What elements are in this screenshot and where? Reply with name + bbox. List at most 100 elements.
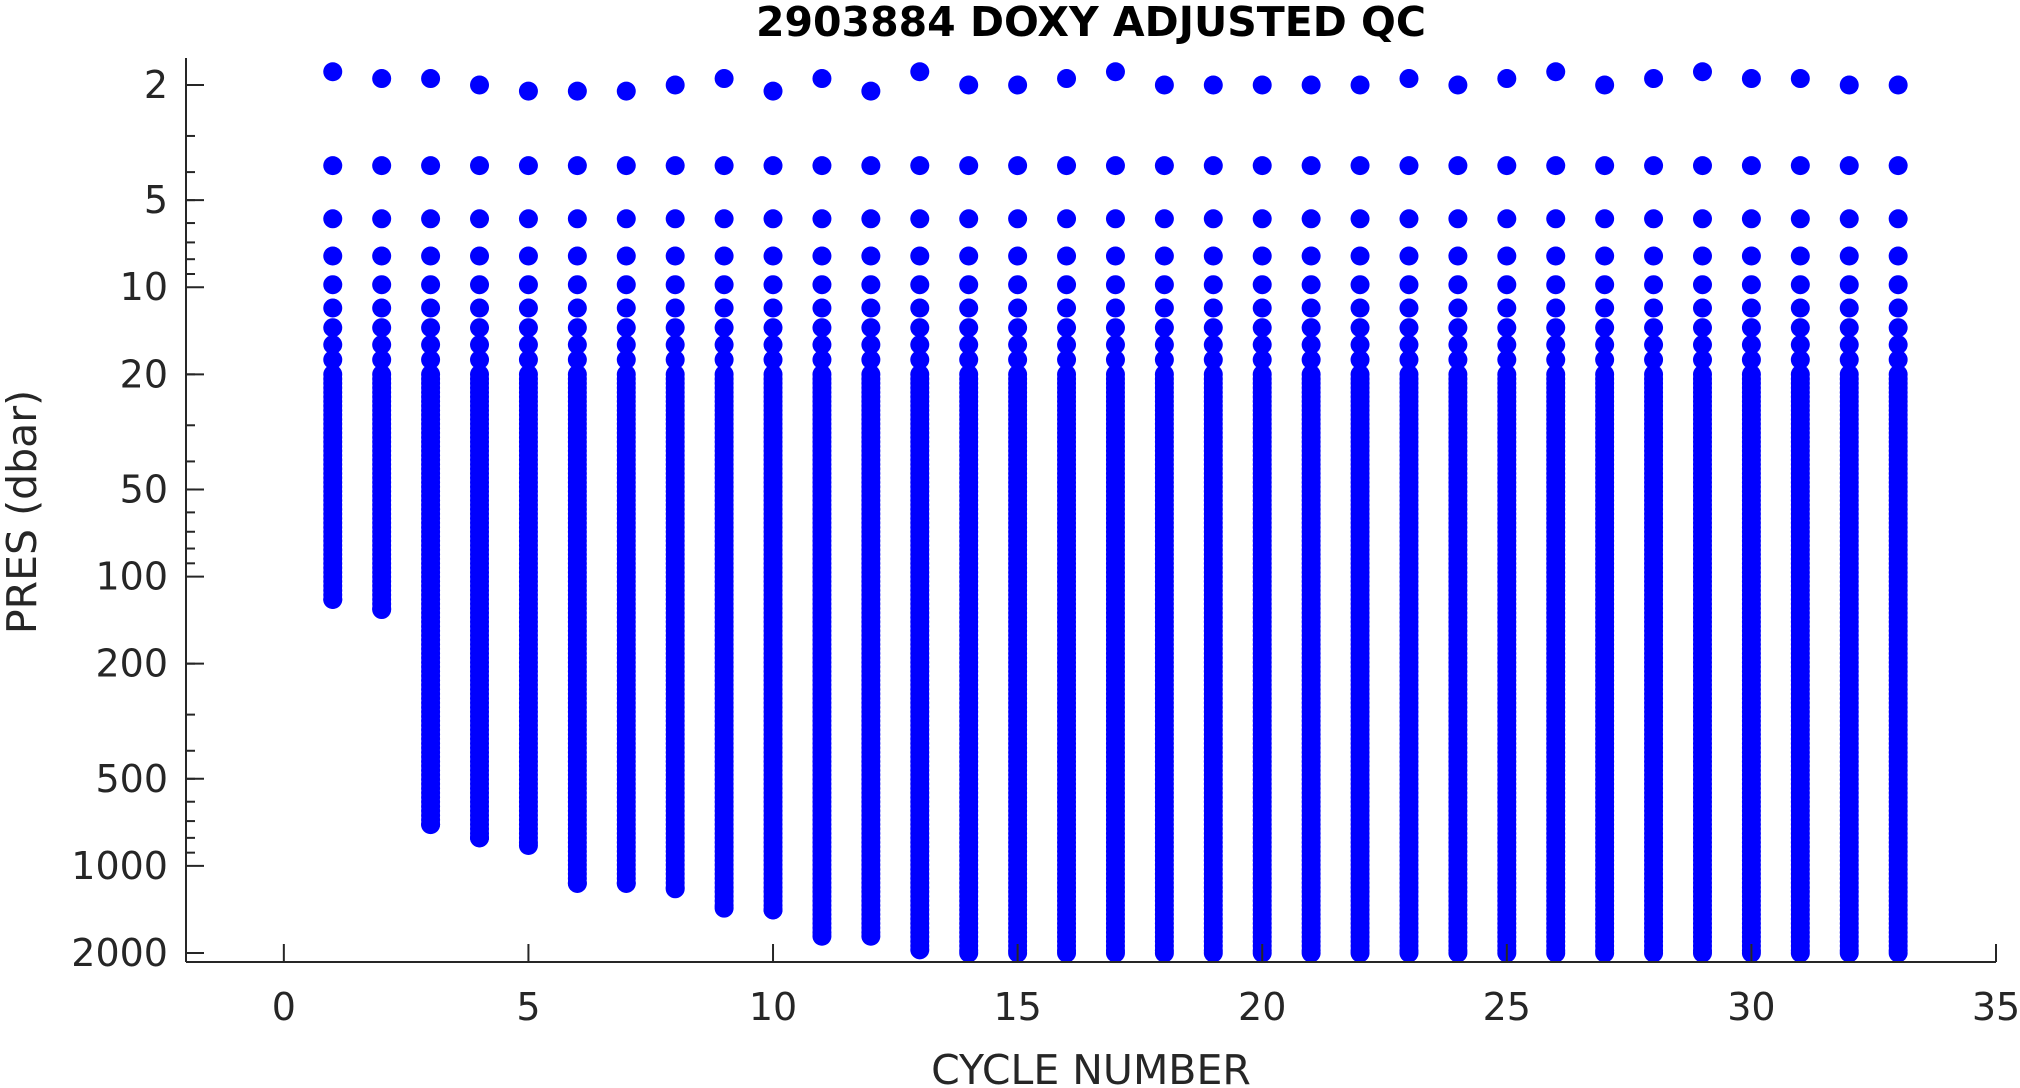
data-point <box>1741 318 1761 338</box>
data-point <box>1203 75 1223 95</box>
data-point <box>1008 335 1028 355</box>
data-point <box>1203 318 1223 338</box>
data-point <box>1008 318 1028 338</box>
data-point <box>1008 156 1028 176</box>
y-tick-label: 5 <box>144 178 168 222</box>
data-point <box>1105 350 1125 370</box>
data-point <box>1154 335 1174 355</box>
data-point <box>1644 335 1664 355</box>
y-axis-label: PRES (dbar) <box>0 390 46 634</box>
data-point <box>1350 156 1370 176</box>
data-point <box>421 318 441 338</box>
data-point <box>372 318 392 338</box>
data-point <box>1595 156 1615 176</box>
data-point <box>1741 246 1761 266</box>
data-point <box>763 318 783 338</box>
data-point <box>1546 156 1566 176</box>
data-point <box>1595 298 1615 318</box>
data-point <box>1595 75 1615 95</box>
data-point <box>372 275 392 295</box>
data-point <box>470 246 490 266</box>
data-point <box>1301 275 1321 295</box>
data-point <box>1888 246 1908 266</box>
data-point <box>518 298 538 318</box>
data-point <box>812 298 832 318</box>
data-point <box>323 156 343 176</box>
data-point <box>470 335 490 355</box>
data-point <box>1252 275 1272 295</box>
y-tick-label: 200 <box>95 642 168 686</box>
data-point <box>1057 156 1077 176</box>
data-point <box>861 81 881 101</box>
data-point <box>1203 943 1223 963</box>
data-point <box>665 298 685 318</box>
data-point <box>1252 75 1272 95</box>
data-point <box>1790 69 1810 89</box>
data-point <box>372 350 392 370</box>
data-point <box>1105 156 1125 176</box>
data-point <box>1350 246 1370 266</box>
data-point <box>1301 350 1321 370</box>
data-point <box>1350 298 1370 318</box>
data-point <box>1008 75 1028 95</box>
data-point <box>1105 318 1125 338</box>
y-axis-ticks: 2 5 10 20 50 100 200 500 1000 2000 <box>71 63 204 975</box>
data-point <box>1399 335 1419 355</box>
data-point <box>567 873 587 893</box>
data-point <box>616 335 636 355</box>
data-point <box>1644 156 1664 176</box>
data-point <box>910 298 930 318</box>
data-point <box>1839 209 1859 229</box>
data-point <box>1448 335 1468 355</box>
data-point <box>1546 943 1566 963</box>
data-point <box>323 350 343 370</box>
data-point <box>1252 156 1272 176</box>
data-point <box>1839 75 1859 95</box>
data-point <box>1741 156 1761 176</box>
data-point <box>861 275 881 295</box>
data-point <box>959 335 979 355</box>
data-point <box>1203 350 1223 370</box>
data-point <box>665 335 685 355</box>
data-point <box>1595 209 1615 229</box>
data-point <box>1057 350 1077 370</box>
data-point <box>421 335 441 355</box>
data-point <box>372 156 392 176</box>
data-point <box>567 350 587 370</box>
data-point <box>1790 156 1810 176</box>
data-point <box>1644 943 1664 963</box>
data-point <box>1888 318 1908 338</box>
data-point <box>372 69 392 89</box>
data-point <box>1008 275 1028 295</box>
data-point <box>1008 298 1028 318</box>
data-point <box>1692 298 1712 318</box>
data-point <box>372 298 392 318</box>
data-point <box>1595 318 1615 338</box>
data-point <box>1154 943 1174 963</box>
data-point <box>1203 275 1223 295</box>
y-tick-label: 500 <box>95 757 168 801</box>
data-point <box>1839 318 1859 338</box>
data-point <box>1057 246 1077 266</box>
data-point <box>763 350 783 370</box>
data-point <box>1057 275 1077 295</box>
data-point <box>1839 943 1859 963</box>
data-point <box>910 335 930 355</box>
data-point <box>1888 943 1908 963</box>
data-point <box>1497 298 1517 318</box>
data-point <box>1546 335 1566 355</box>
data-point <box>421 298 441 318</box>
data-point <box>959 298 979 318</box>
data-point <box>812 246 832 266</box>
x-tick-label: 0 <box>272 985 296 1029</box>
data-point <box>1595 943 1615 963</box>
data-point <box>421 209 441 229</box>
data-point <box>959 318 979 338</box>
data-point <box>812 69 832 89</box>
data-point <box>616 81 636 101</box>
data-point <box>861 335 881 355</box>
data-point <box>1448 318 1468 338</box>
data-point <box>1644 298 1664 318</box>
x-axis-ticks: 0 5 10 15 20 25 30 35 <box>272 944 2020 1029</box>
